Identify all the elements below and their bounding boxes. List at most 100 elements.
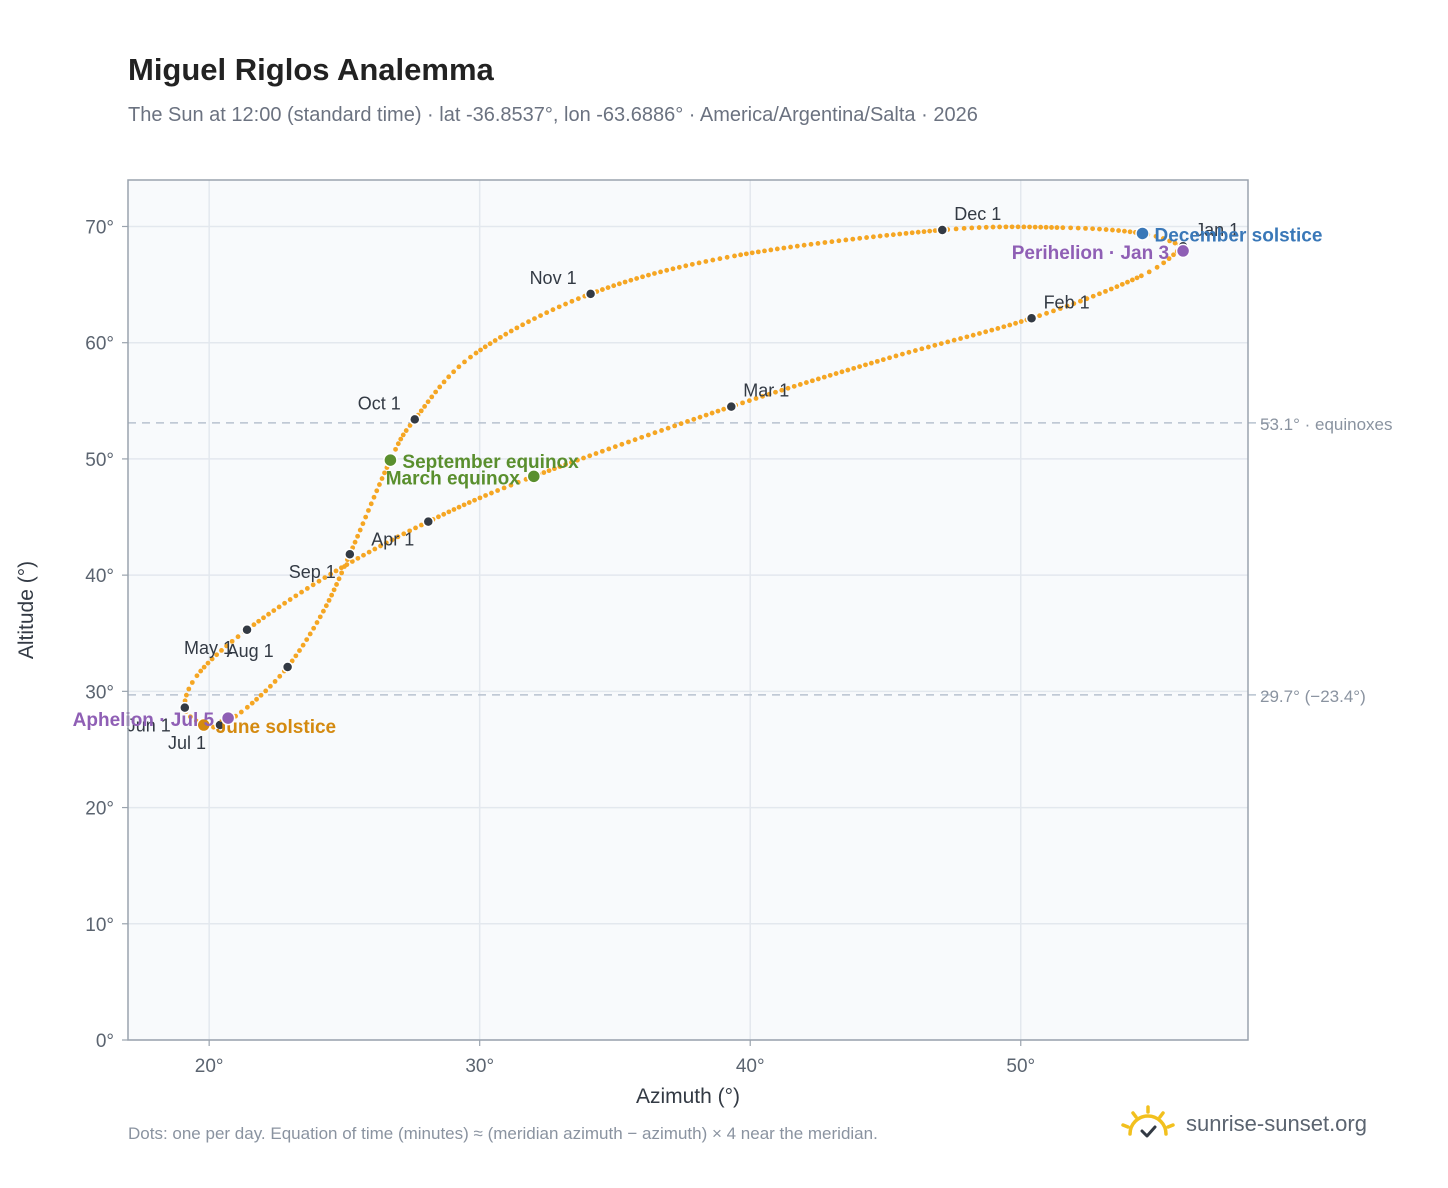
daily-sun-position	[304, 637, 310, 642]
daily-sun-position	[277, 673, 283, 679]
daily-sun-position	[326, 597, 332, 603]
daily-sun-position	[229, 638, 235, 644]
daily-sun-position	[1154, 264, 1160, 270]
reference-lines: 53.1° · equinoxes 29.7° (−23.4°)	[128, 415, 1393, 706]
daily-sun-position	[884, 232, 890, 238]
daily-sun-position	[1146, 269, 1152, 275]
daily-sun-position	[401, 531, 407, 537]
daily-sun-position	[209, 656, 215, 662]
daily-sun-position	[508, 328, 514, 334]
month-marker-label: Dec 1	[954, 204, 1001, 224]
daily-sun-position	[395, 534, 401, 540]
daily-sun-position	[317, 614, 323, 620]
daily-sun-position	[857, 235, 863, 241]
daily-sun-position	[717, 256, 723, 262]
daily-sun-position	[188, 714, 193, 720]
daily-sun-position	[287, 597, 293, 602]
daily-sun-position	[877, 233, 883, 239]
daily-sun-position	[836, 238, 842, 244]
y-tick-label: 0°	[96, 1031, 114, 1052]
daily-sun-position	[1003, 224, 1009, 230]
daily-sun-position	[581, 455, 586, 461]
daily-sun-position	[781, 245, 787, 251]
daily-sun-position	[665, 425, 671, 431]
daily-sun-position	[352, 539, 358, 545]
daily-sun-position	[587, 453, 593, 459]
x-tick-label: 30°	[465, 1056, 494, 1077]
plot-frame	[127, 179, 1249, 1041]
daily-sun-position	[821, 374, 827, 380]
daily-sun-position	[932, 342, 938, 348]
daily-sun-position	[1043, 224, 1049, 230]
daily-sun-position	[605, 285, 611, 291]
daily-sun-position	[441, 379, 447, 385]
daily-sun-position	[839, 369, 845, 375]
daily-sun-position	[599, 448, 605, 454]
daily-sun-position	[372, 546, 378, 552]
daily-sun-position	[289, 658, 295, 664]
daily-sun-position	[921, 229, 927, 235]
daily-sun-position	[538, 313, 543, 318]
event-label: Perihelion · Jan 3	[1012, 243, 1169, 264]
daily-sun-position	[263, 688, 269, 694]
daily-sun-position	[612, 444, 618, 450]
event-label: December solstice	[1154, 225, 1322, 246]
daily-sun-position	[664, 267, 670, 273]
daily-sun-position	[276, 604, 282, 610]
daily-sun-position	[683, 263, 689, 269]
daily-sun-position	[235, 634, 241, 640]
daily-sun-position	[437, 384, 443, 390]
daily-sun-position	[400, 432, 406, 438]
event-marker	[383, 452, 398, 468]
daily-sun-position	[697, 414, 703, 420]
daily-sun-position	[611, 283, 617, 289]
daily-sun-position	[703, 259, 709, 264]
daily-sun-position	[977, 331, 982, 336]
daily-sun-position	[927, 228, 933, 234]
month-marker	[344, 548, 356, 560]
daily-sun-position	[794, 243, 800, 249]
daily-sun-position	[768, 247, 774, 253]
brand-name[interactable]: sunrise-sunset.org	[1186, 1111, 1367, 1136]
daily-sun-position	[915, 229, 921, 235]
daily-sun-position	[746, 398, 752, 404]
daily-sun-position	[906, 349, 912, 355]
daily-sun-position	[563, 301, 568, 307]
daily-sun-position	[478, 347, 483, 353]
daily-sun-position	[425, 399, 431, 405]
x-tick-label: 50°	[1006, 1056, 1035, 1077]
daily-sun-position	[339, 570, 345, 576]
daily-sun-position	[1054, 225, 1060, 230]
daily-sun-position	[311, 625, 317, 631]
daily-sun-position	[622, 279, 628, 285]
daily-sun-position	[970, 332, 976, 338]
month-marker-label: Jan 1	[1195, 220, 1239, 240]
daily-sun-position	[639, 434, 645, 440]
daily-sun-position	[198, 668, 204, 674]
daily-sun-position	[1138, 273, 1144, 279]
daily-sun-position	[989, 327, 995, 333]
daily-sun-position	[349, 559, 355, 564]
daily-sun-position	[456, 364, 462, 370]
daily-sun-position	[419, 522, 424, 528]
daily-sun-position	[569, 298, 575, 304]
daily-sun-position	[724, 254, 730, 260]
daily-sun-position	[676, 264, 682, 270]
brand[interactable]: sunrise-sunset.org	[1120, 1102, 1367, 1146]
daily-sun-position	[845, 367, 851, 373]
daily-sun-position	[304, 586, 310, 591]
daily-sun-position	[456, 504, 462, 510]
daily-sun-position	[299, 589, 304, 595]
daily-sun-position	[833, 371, 839, 376]
daily-sun-position	[1103, 227, 1109, 232]
daily-sun-position	[1127, 229, 1133, 235]
daily-sun-position	[843, 237, 849, 243]
event-label: June solstice	[216, 717, 336, 738]
daily-sun-position	[628, 277, 634, 283]
daily-sun-position	[1114, 284, 1120, 290]
daily-sun-position	[1084, 296, 1090, 302]
month-marker	[409, 413, 421, 426]
y-tick-label: 70°	[85, 217, 114, 238]
daily-sun-position	[1064, 303, 1070, 309]
daily-sun-position	[407, 423, 413, 428]
